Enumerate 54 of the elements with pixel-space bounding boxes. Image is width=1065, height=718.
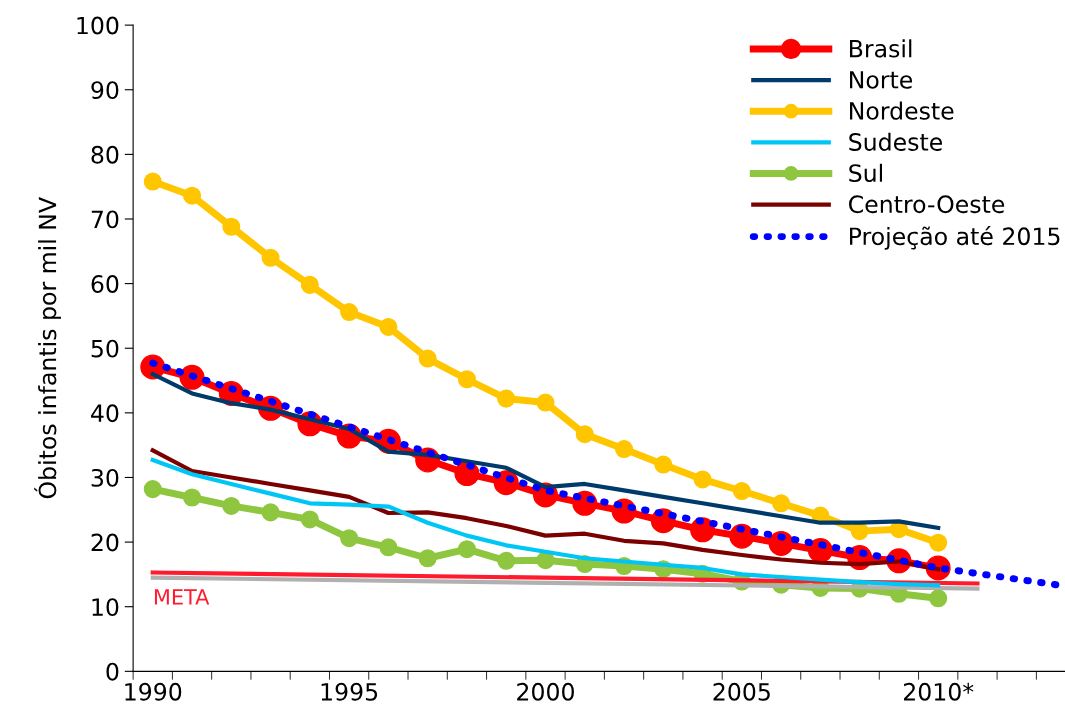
point xyxy=(300,275,319,294)
legend-label: Nordeste xyxy=(850,101,954,120)
y-tick-label: 40 xyxy=(91,404,119,423)
x-tick-label: 1995 xyxy=(321,682,378,701)
y-tick-label: 30 xyxy=(91,468,119,487)
point xyxy=(379,538,398,557)
point xyxy=(340,303,359,322)
point xyxy=(614,440,634,459)
legend-label: Projeção até 2015 xyxy=(850,225,1060,250)
point xyxy=(143,480,162,499)
y-tick-label: 80 xyxy=(91,145,119,164)
y-axis-title: Óbitos infantis por mil NV xyxy=(34,197,61,499)
y-tick-label: 70 xyxy=(91,210,119,229)
x-tick-label: 2000 xyxy=(517,682,574,701)
point xyxy=(654,455,673,474)
x-tick-label: 2010* xyxy=(903,682,974,701)
point xyxy=(379,317,398,336)
point xyxy=(497,389,516,408)
point xyxy=(418,549,437,568)
point xyxy=(261,503,280,522)
point xyxy=(693,470,712,489)
point xyxy=(183,186,202,205)
y-tick-label: 90 xyxy=(91,81,119,100)
x-tick-label: 2005 xyxy=(713,682,770,701)
point xyxy=(497,551,516,570)
y-tick-label: 20 xyxy=(91,533,119,552)
point xyxy=(340,529,359,548)
point xyxy=(457,370,476,389)
point xyxy=(261,248,280,267)
legend-label: Sul xyxy=(849,163,882,183)
legend-label: Norte xyxy=(850,71,913,89)
legend-label: Sudeste xyxy=(849,132,942,151)
y-tick-label: 60 xyxy=(91,275,119,293)
point xyxy=(300,510,319,529)
point xyxy=(732,482,751,501)
point xyxy=(575,425,594,444)
annotation: META xyxy=(154,589,210,605)
y-tick-label: 10 xyxy=(92,598,119,617)
legend-label: Centro-Oeste xyxy=(849,195,1005,214)
point xyxy=(222,496,241,515)
x-tick-label: 1990 xyxy=(125,682,182,701)
point xyxy=(143,172,162,191)
point xyxy=(457,540,476,559)
point xyxy=(772,494,791,513)
point xyxy=(536,393,555,412)
y-tick-label: 0 xyxy=(106,662,119,681)
legend-label: Brasil xyxy=(850,39,912,58)
point xyxy=(222,217,241,236)
point xyxy=(418,349,437,368)
point xyxy=(183,488,202,507)
point xyxy=(929,589,948,608)
point xyxy=(929,533,948,552)
y-tick-label: 50 xyxy=(91,339,119,358)
y-tick-label: 100 xyxy=(77,16,119,35)
